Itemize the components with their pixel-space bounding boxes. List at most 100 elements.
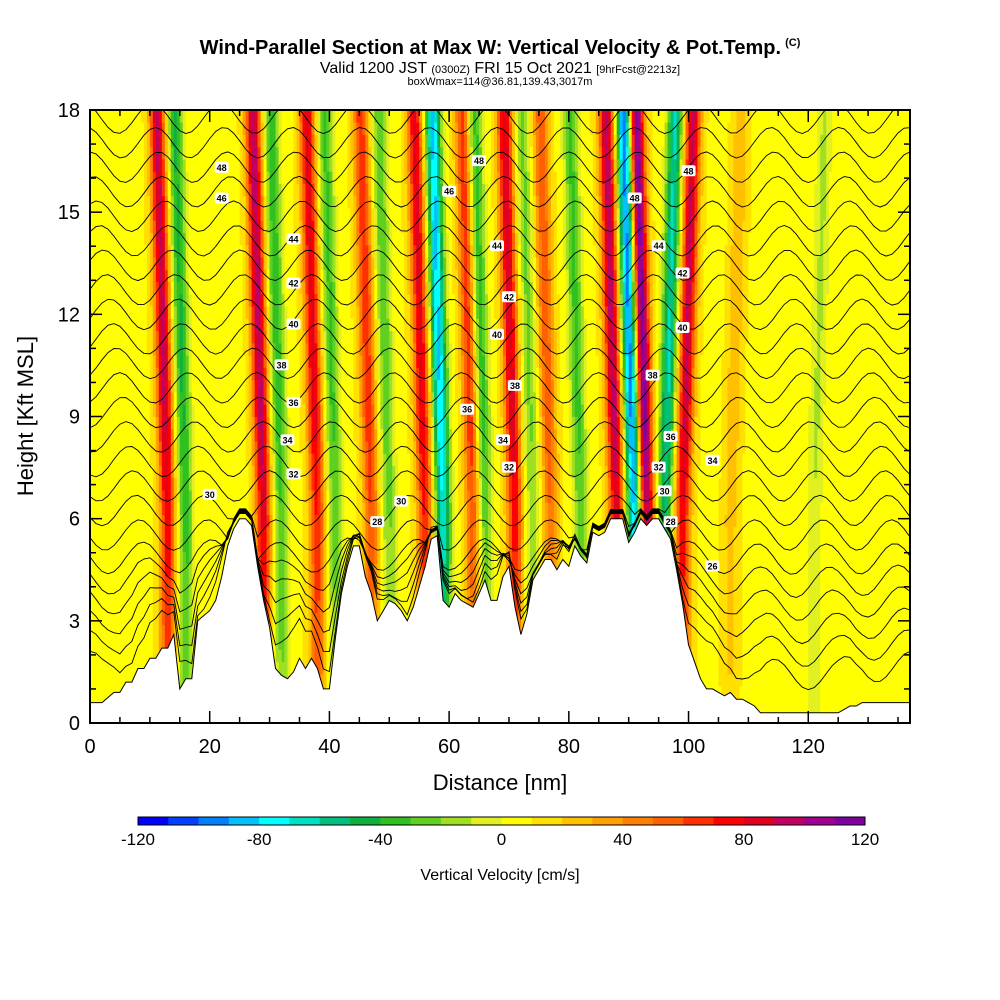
velocity-cell bbox=[323, 649, 327, 663]
velocity-cell bbox=[353, 367, 357, 381]
chart-subtitle: Valid 1200 JST (0300Z) FRI 15 Oct 2021 [… bbox=[0, 60, 1000, 78]
velocity-cell bbox=[284, 220, 288, 233]
velocity-cell bbox=[365, 122, 369, 135]
velocity-cell bbox=[326, 379, 330, 393]
velocity-cell bbox=[281, 342, 285, 356]
velocity-cell bbox=[377, 539, 381, 552]
velocity-cell bbox=[317, 428, 321, 442]
velocity-cell bbox=[173, 306, 178, 319]
velocity-cell bbox=[269, 612, 273, 626]
velocity-cell bbox=[281, 465, 285, 479]
velocity-cell bbox=[137, 428, 142, 442]
velocity-cell bbox=[374, 355, 378, 368]
velocity-cell bbox=[128, 477, 133, 491]
velocity-cell bbox=[290, 269, 294, 283]
velocity-cell bbox=[299, 428, 303, 442]
velocity-cell bbox=[245, 342, 250, 356]
velocity-cell bbox=[281, 110, 285, 111]
velocity-cell bbox=[98, 122, 103, 135]
velocity-cell bbox=[287, 110, 291, 123]
velocity-cell bbox=[221, 391, 226, 405]
velocity-cell bbox=[323, 514, 327, 528]
velocity-cell bbox=[131, 293, 136, 307]
velocity-cell bbox=[107, 539, 112, 552]
velocity-cell bbox=[245, 195, 250, 209]
velocity-cell bbox=[269, 490, 273, 503]
velocity-cell bbox=[170, 612, 175, 626]
velocity-cell bbox=[155, 367, 160, 381]
velocity-cell bbox=[185, 612, 190, 626]
velocity-cell bbox=[134, 232, 139, 246]
velocity-cell bbox=[161, 551, 166, 565]
velocity-cell bbox=[90, 391, 94, 405]
velocity-cell bbox=[206, 600, 211, 614]
velocity-cell bbox=[101, 649, 106, 663]
velocity-cell bbox=[287, 600, 291, 614]
velocity-cell bbox=[197, 293, 202, 307]
velocity-cell bbox=[116, 551, 121, 565]
velocity-cell bbox=[260, 281, 264, 295]
velocity-cell bbox=[269, 453, 273, 466]
velocity-cell bbox=[266, 122, 270, 135]
velocity-cell bbox=[272, 453, 276, 466]
velocity-cell bbox=[92, 526, 97, 540]
velocity-cell bbox=[320, 110, 324, 123]
velocity-cell bbox=[200, 416, 205, 430]
velocity-cell bbox=[215, 122, 220, 135]
velocity-cell bbox=[170, 208, 175, 221]
velocity-cell bbox=[377, 367, 381, 381]
velocity-cell bbox=[377, 600, 381, 614]
velocity-cell bbox=[323, 673, 327, 687]
velocity-cell bbox=[245, 441, 250, 454]
velocity-cell bbox=[146, 318, 151, 332]
velocity-cell bbox=[143, 563, 148, 577]
velocity-cell bbox=[317, 269, 321, 283]
velocity-cell bbox=[353, 195, 357, 209]
velocity-cell bbox=[188, 551, 193, 565]
velocity-cell bbox=[290, 220, 294, 233]
velocity-cell bbox=[215, 502, 220, 515]
velocity-cell bbox=[368, 355, 372, 368]
velocity-cell bbox=[305, 551, 309, 565]
velocity-cell bbox=[149, 244, 154, 258]
velocity-cell bbox=[245, 453, 250, 466]
velocity-cell bbox=[335, 208, 339, 221]
velocity-cell bbox=[269, 391, 273, 405]
velocity-cell bbox=[137, 244, 142, 258]
velocity-cell bbox=[281, 318, 285, 332]
velocity-cell bbox=[359, 159, 363, 172]
velocity-cell bbox=[242, 453, 247, 466]
velocity-cell bbox=[191, 526, 196, 540]
velocity-cell bbox=[149, 269, 154, 283]
velocity-cell bbox=[167, 134, 172, 148]
velocity-cell bbox=[90, 159, 94, 172]
velocity-cell bbox=[191, 355, 196, 368]
velocity-cell bbox=[161, 330, 166, 344]
velocity-cell bbox=[233, 428, 238, 442]
velocity-cell bbox=[122, 526, 127, 540]
velocity-cell bbox=[125, 318, 130, 332]
velocity-cell bbox=[137, 146, 142, 160]
velocity-cell bbox=[341, 330, 345, 344]
velocity-cell bbox=[134, 367, 139, 381]
velocity-cell bbox=[284, 171, 288, 184]
velocity-cell bbox=[254, 355, 258, 368]
velocity-cell bbox=[308, 514, 312, 528]
velocity-cell bbox=[326, 588, 330, 601]
velocity-cell bbox=[272, 122, 276, 135]
velocity-cell bbox=[233, 269, 238, 283]
velocity-cell bbox=[299, 195, 303, 209]
velocity-cell bbox=[239, 367, 244, 381]
velocity-cell bbox=[194, 416, 199, 430]
velocity-cell bbox=[362, 244, 366, 258]
velocity-cell bbox=[296, 171, 300, 184]
velocity-cell bbox=[263, 244, 267, 258]
velocity-cell bbox=[146, 330, 151, 344]
velocity-cell bbox=[152, 244, 157, 258]
velocity-cell bbox=[158, 355, 163, 368]
velocity-cell bbox=[329, 195, 333, 209]
velocity-cell bbox=[212, 195, 217, 209]
velocity-cell bbox=[197, 183, 202, 197]
velocity-cell bbox=[158, 588, 163, 601]
velocity-cell bbox=[287, 502, 291, 515]
